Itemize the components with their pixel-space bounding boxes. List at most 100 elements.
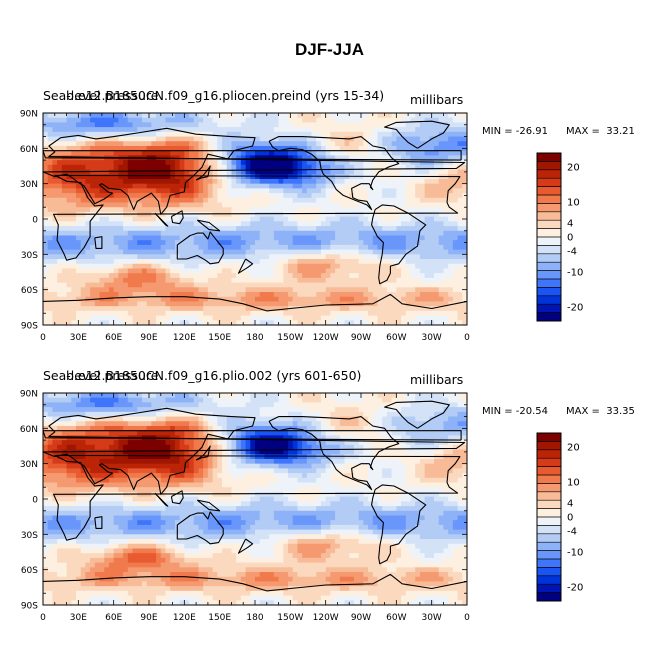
field-cell: [61, 150, 68, 156]
field-cell: [57, 268, 63, 274]
field-cell: [184, 254, 190, 260]
field-cell: [269, 169, 275, 175]
field-cell: [212, 301, 218, 307]
field-cell: [415, 416, 421, 422]
field-cell: [250, 155, 256, 161]
field-cell: [94, 263, 101, 270]
field-cell: [419, 402, 426, 408]
field-cell: [90, 127, 96, 133]
field-cell: [320, 145, 327, 152]
field-cell: [434, 320, 440, 325]
field-cell: [386, 393, 393, 399]
field-cell: [292, 259, 298, 265]
field-cell: [335, 397, 341, 404]
field-cell: [156, 226, 162, 232]
field-cell: [146, 226, 152, 232]
field-cell: [358, 155, 364, 161]
field-cell: [429, 421, 435, 427]
field-cell: [316, 402, 322, 408]
field-cell: [165, 127, 171, 133]
field-cell: [123, 249, 129, 255]
field-cell: [344, 402, 350, 408]
field-cell: [57, 183, 63, 189]
field-cell: [424, 249, 430, 255]
field-cell: [386, 131, 393, 138]
field-cell: [61, 160, 68, 166]
field-cell: [363, 315, 369, 321]
field-cell: [306, 160, 313, 166]
field-cell: [189, 259, 195, 265]
field-cell: [212, 197, 218, 204]
field-cell: [132, 296, 138, 303]
field-cell: [113, 145, 119, 152]
field-cell: [391, 273, 397, 279]
field-cell: [325, 197, 331, 204]
field-cell: [217, 402, 223, 408]
field-cell: [330, 411, 336, 418]
field-cell: [264, 407, 270, 413]
field-cell: [429, 164, 435, 171]
field-cell: [396, 193, 402, 199]
field-cell: [339, 150, 346, 156]
field-cell: [231, 407, 237, 413]
field-cell: [231, 287, 237, 293]
field-cell: [377, 141, 383, 147]
field-cell: [311, 273, 317, 279]
field-cell: [189, 216, 195, 222]
field-cell: [405, 145, 412, 152]
field-cell: [358, 221, 364, 227]
field-cell: [118, 421, 124, 427]
field-cell: [344, 216, 350, 222]
field-cell: [292, 416, 298, 422]
field-cell: [85, 141, 91, 147]
field-cell: [339, 226, 346, 232]
field-cell: [462, 221, 467, 227]
field-cell: [363, 310, 369, 317]
field-cell: [231, 310, 237, 317]
field-cell: [382, 127, 388, 133]
field-cell: [160, 235, 167, 241]
field-cell: [273, 421, 280, 427]
field-cell: [47, 306, 54, 312]
field-cell: [170, 315, 176, 321]
field-cell: [217, 273, 223, 279]
field-cell: [222, 122, 228, 128]
field-cell: [156, 249, 162, 255]
field-cell: [372, 287, 379, 293]
field-cell: [410, 421, 416, 427]
field-cell: [118, 411, 124, 418]
field-cell: [85, 113, 91, 119]
field-cell: [75, 216, 82, 222]
field-cell: [170, 306, 176, 312]
field-cell: [255, 235, 261, 241]
field-cell: [297, 122, 303, 128]
field-cell: [189, 230, 195, 237]
field-cell: [349, 254, 355, 260]
field-cell: [306, 188, 313, 194]
field-cell: [363, 164, 369, 171]
field-cell: [240, 397, 247, 404]
field-cell: [377, 411, 383, 418]
field-cell: [75, 306, 82, 312]
field-cell: [316, 216, 322, 222]
field-cell: [264, 397, 270, 404]
field-cell: [424, 315, 430, 321]
field-cell: [424, 292, 430, 298]
field-cell: [165, 188, 171, 194]
field-cell: [255, 306, 261, 312]
field-cell: [302, 216, 308, 222]
field-cell: [273, 259, 280, 265]
field-cell: [184, 211, 190, 218]
field-cell: [278, 145, 284, 152]
field-cell: [57, 411, 63, 418]
field-cell: [330, 183, 336, 189]
field-cell: [452, 407, 459, 413]
field-cell: [386, 235, 393, 241]
field-cell: [123, 122, 129, 128]
field-cell: [255, 164, 261, 171]
field-cell: [137, 221, 143, 227]
field-cell: [250, 145, 256, 152]
field-cell: [325, 240, 331, 246]
field-cell: [429, 127, 435, 133]
